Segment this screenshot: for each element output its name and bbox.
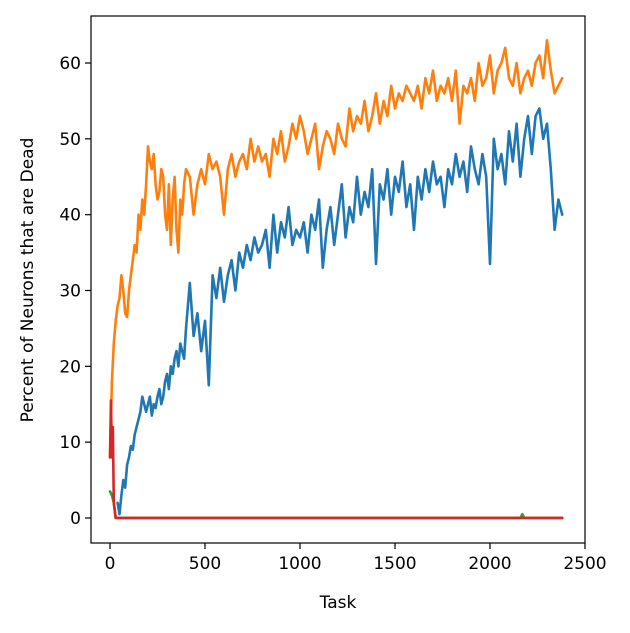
series-line-1 xyxy=(116,107,564,516)
y-axis-label: Percent of Neurons that are Dead xyxy=(18,138,38,423)
plot-lines xyxy=(108,38,564,520)
y-tick-label: 50 xyxy=(59,130,81,150)
x-tick-label: 0 xyxy=(105,554,116,574)
y-axis: 0 10 20 30 40 50 60 xyxy=(59,54,91,529)
y-tick-label: 10 xyxy=(59,433,81,453)
x-tick-label: 1000 xyxy=(278,554,321,574)
y-tick-label: 30 xyxy=(59,281,81,301)
x-tick-label: 2000 xyxy=(468,554,511,574)
y-tick-label: 60 xyxy=(59,54,81,74)
y-tick-label: 20 xyxy=(59,357,81,377)
y-tick-label: 0 xyxy=(70,509,81,529)
x-tick-label: 2500 xyxy=(563,554,606,574)
x-tick-label: 500 xyxy=(189,554,221,574)
x-axis: 0 500 1000 1500 2000 2500 xyxy=(105,543,607,574)
x-axis-label: Task xyxy=(319,593,357,613)
series-line-0 xyxy=(108,38,564,459)
series-line-3 xyxy=(108,399,564,520)
plot-frame xyxy=(90,15,586,544)
y-tick-label: 40 xyxy=(59,206,81,226)
x-tick-label: 1500 xyxy=(373,554,416,574)
